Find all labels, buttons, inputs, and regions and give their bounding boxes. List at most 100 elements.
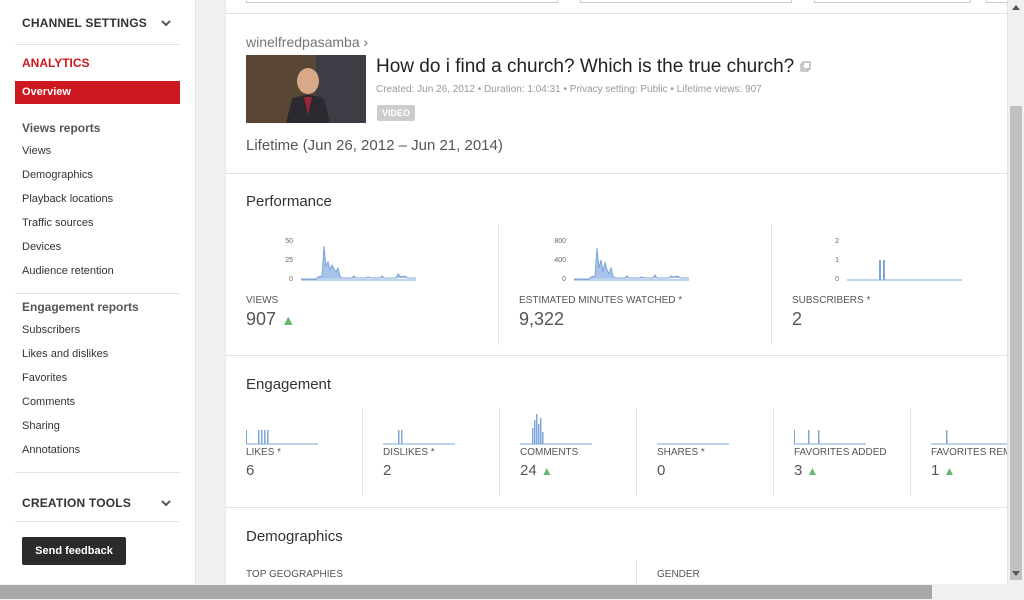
tick-label: 400 [554,257,566,264]
sidebar-item-views[interactable]: Views [22,145,52,157]
top-geographies-label: TOP GEOGRAPHIES [246,569,343,580]
sidebar-item-subscribers[interactable]: Subscribers [22,324,81,336]
trend-up-icon: ▲ [806,464,819,478]
horizontal-scrollbar-thumb[interactable] [0,585,932,599]
sidebar-item-favorites[interactable]: Favorites [22,372,68,384]
divider [910,408,911,496]
views-value: 907 ▲ [246,309,296,329]
divider [773,408,774,496]
external-link-icon[interactable] [800,61,811,72]
divider [15,472,180,473]
likes-sparkline[interactable] [246,412,326,446]
favorites-added-value: 3 ▲ [794,462,819,479]
sidebar-item-label: Overview [22,86,71,98]
divider [15,521,180,522]
filter-field[interactable] [814,0,971,3]
video-thumbnail[interactable] [246,55,366,123]
divider [226,173,1008,174]
video-type-badge: VIDEO [377,105,416,121]
comments-sparkline[interactable] [520,412,600,446]
channel-link[interactable]: winelfredpasamba › [246,34,369,50]
divider [498,225,499,345]
subscribers-sparkline[interactable]: 2 1 0 [792,232,972,284]
vertical-scrollbar[interactable] [1007,0,1024,584]
dislikes-label: DISLIKES * [383,447,435,458]
divider [499,408,500,496]
favorites-removed-label: FAVORITES REMOVED [931,447,1008,458]
shares-sparkline[interactable] [657,412,737,446]
views-reports-header: Views reports [22,121,101,135]
creation-tools-header[interactable]: CREATION TOOLS [22,496,132,510]
dislikes-value: 2 [383,462,392,479]
performance-title: Performance [246,193,332,210]
video-title[interactable]: How do i find a church? Which is the tru… [376,56,811,78]
sidebar-item-likes-dislikes[interactable]: Likes and dislikes [22,348,109,360]
tick-label: 50 [285,238,293,245]
shares-label: SHARES * [657,447,705,458]
sidebar-item-audience-retention[interactable]: Audience retention [22,265,114,277]
divider [15,44,180,45]
views-label: VIEWS [246,295,279,306]
divider [771,225,772,345]
tick-label: 25 [285,257,293,264]
divider [362,408,363,496]
likes-label: LIKES * [246,447,282,458]
divider [636,408,637,496]
tick-label: 800 [554,238,566,245]
sidebar-item-comments[interactable]: Comments [22,396,76,408]
favorites-removed-sparkline[interactable] [931,412,1008,446]
main-content: winelfredpasamba › How do i find a churc… [225,0,1008,584]
horizontal-scrollbar[interactable] [0,584,1024,600]
views-sparkline[interactable]: 50 25 0 [246,232,426,284]
scroll-up-icon[interactable] [1011,3,1021,11]
shares-value: 0 [657,462,666,479]
dislikes-sparkline[interactable] [383,412,463,446]
sidebar-item-annotations[interactable]: Annotations [22,444,81,456]
engagement-reports-header: Engagement reports [22,300,139,314]
favorites-added-sparkline[interactable] [794,412,874,446]
divider [226,13,1008,14]
sidebar-item-overview[interactable]: Overview [15,81,180,104]
trend-up-icon: ▲ [281,313,296,329]
subscribers-value: 2 [792,309,803,329]
divider [226,355,1008,356]
comments-value: 24 ▲ [520,462,553,479]
sidebar-item-sharing[interactable]: Sharing [22,420,60,432]
engagement-title: Engagement [246,376,332,393]
divider [15,293,180,294]
tick-label: 1 [835,257,839,264]
vertical-scrollbar-thumb[interactable] [1010,106,1022,580]
filter-field[interactable] [986,0,1008,3]
sidebar-item-traffic-sources[interactable]: Traffic sources [22,217,94,229]
filter-field[interactable] [246,0,558,3]
favorites-added-label: FAVORITES ADDED [794,447,887,458]
minutes-value: 9,322 [519,309,565,329]
sidebar-item-playback-locations[interactable]: Playback locations [22,193,114,205]
tick-label: 2 [835,238,839,245]
minutes-label: ESTIMATED MINUTES WATCHED * [519,295,683,306]
comments-label: COMMENTS [520,447,579,458]
sidebar-item-devices[interactable]: Devices [22,241,62,253]
divider [226,507,1008,508]
trend-up-icon: ▲ [943,464,956,478]
sidebar-item-demographics[interactable]: Demographics [22,169,93,181]
chevron-down-icon[interactable] [160,497,172,509]
favorites-removed-value: 1 ▲ [931,462,956,479]
gender-label: GENDER [657,569,700,580]
date-range[interactable]: Lifetime (Jun 26, 2012 – Jun 21, 2014) [246,137,503,154]
analytics-header[interactable]: ANALYTICS [22,56,90,70]
sidebar: CHANNEL SETTINGS ANALYTICS Overview View… [0,0,196,584]
channel-settings-header[interactable]: CHANNEL SETTINGS [22,16,147,30]
tick-label: 0 [835,276,839,283]
send-feedback-button[interactable]: Send feedback [22,537,126,565]
chevron-down-icon[interactable] [160,17,172,29]
minutes-sparkline[interactable]: 800 400 0 [519,232,699,284]
divider [636,560,637,584]
tick-label: 0 [562,276,566,283]
scroll-down-icon[interactable] [1011,570,1021,578]
trend-up-icon: ▲ [540,464,553,478]
likes-value: 6 [246,462,255,479]
filter-field[interactable] [580,0,792,3]
video-meta: Created: Jun 26, 2012 • Duration: 1:04:3… [376,84,762,95]
tick-label: 0 [289,276,293,283]
